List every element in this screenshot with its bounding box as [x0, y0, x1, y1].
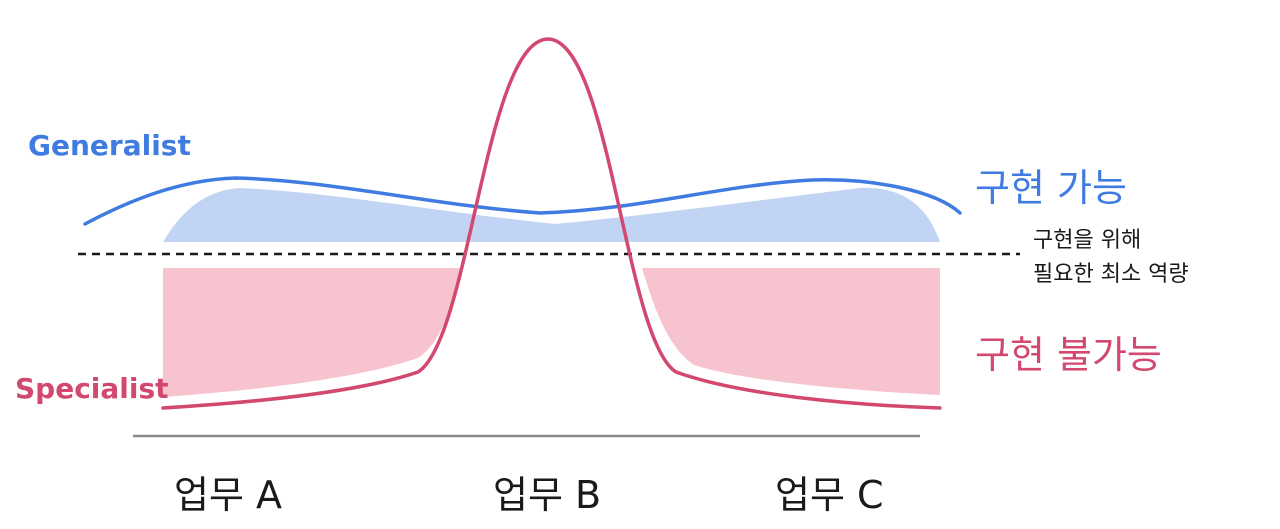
threshold-note-line2: 필요한 최소 역량	[1033, 262, 1189, 287]
specialist-curve	[161, 37, 942, 410]
task-c-label: 업무 C	[775, 473, 884, 517]
specialist-label: Specialist	[15, 372, 169, 405]
generalist-possible-area	[163, 187, 940, 242]
threshold-note-line1: 구현을 위해	[1033, 228, 1142, 253]
generalist-label: Generalist	[28, 129, 191, 162]
task-b-label: 업무 B	[493, 473, 602, 517]
impossible-zone-label: 구현 불가능	[975, 333, 1162, 377]
generalist-curve	[83, 176, 962, 226]
specialist-impossible-area-right	[642, 268, 940, 395]
task-a-label: 업무 A	[174, 473, 282, 517]
possible-zone-label: 구현 가능	[975, 166, 1127, 210]
specialist-impossible-area-left	[163, 268, 460, 397]
threshold-note: 구현을 위해 필요한 최소 역량	[1033, 224, 1189, 292]
